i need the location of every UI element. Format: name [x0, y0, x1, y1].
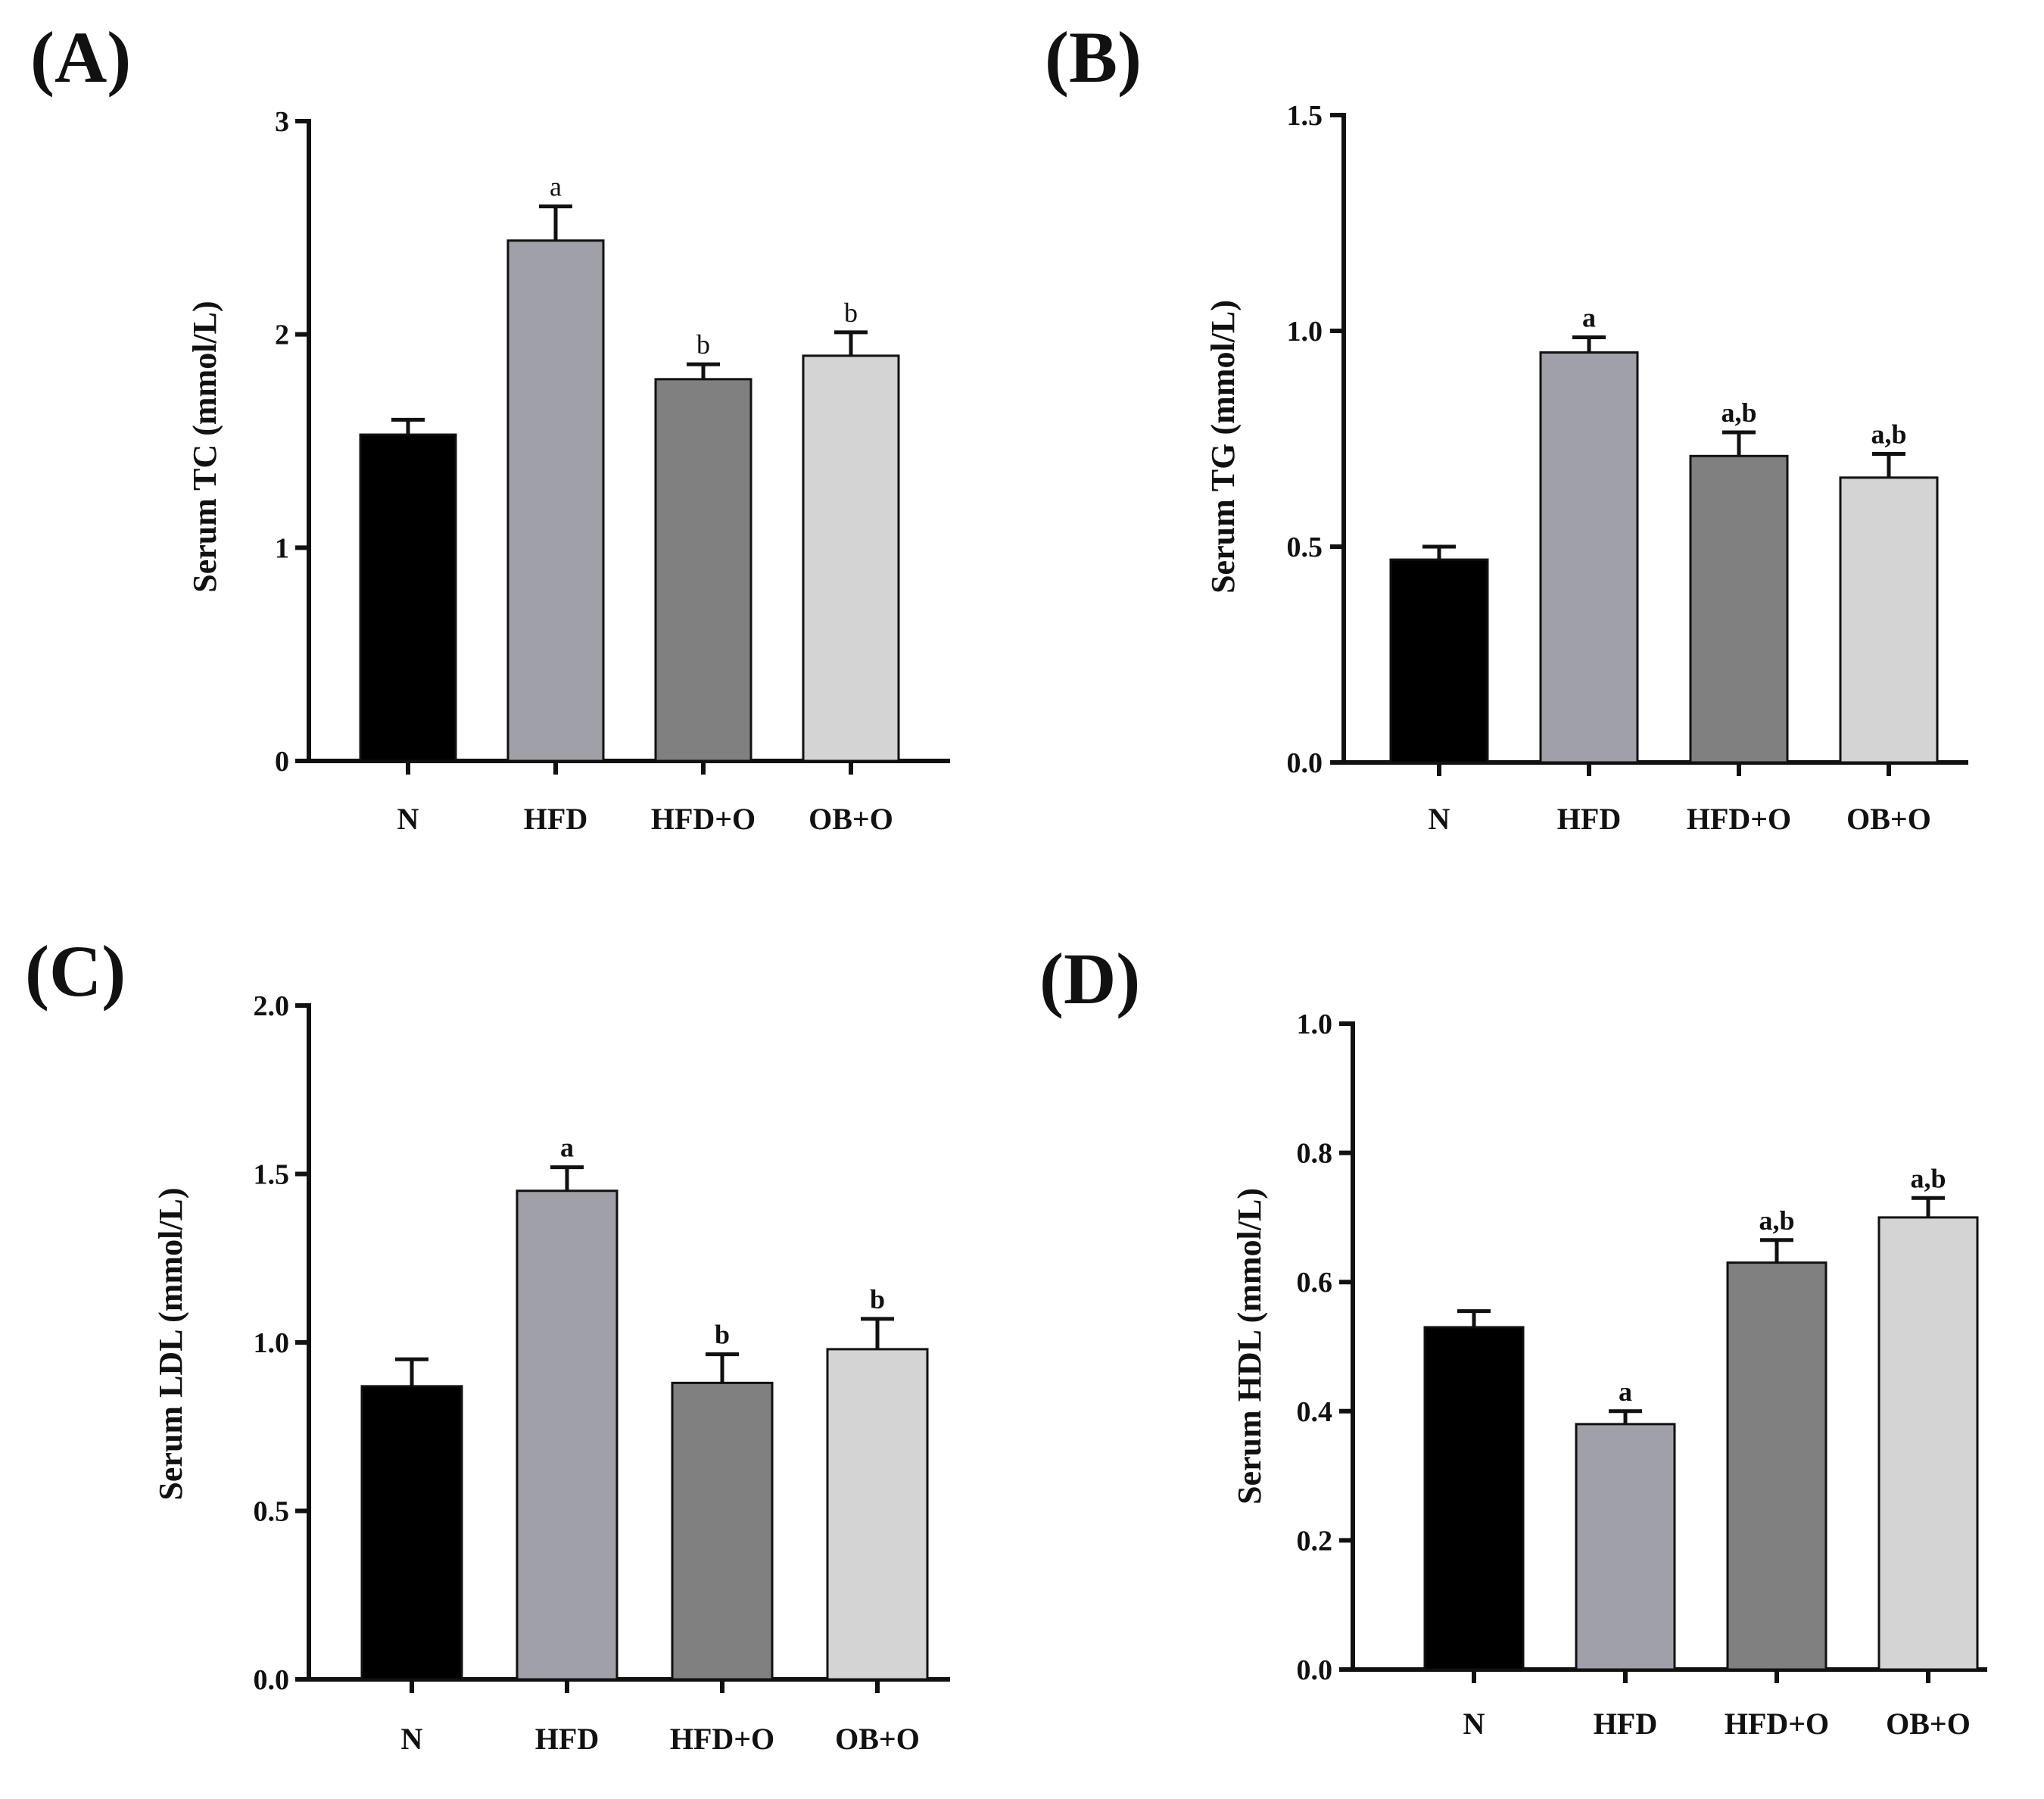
y-tick-label: 1.0 [1287, 316, 1323, 348]
bar [359, 433, 457, 762]
panel-a: (A) Serum TC (mmol/L) 0 1 2 3 N HFD a HFD+O b OB+O b [30, 17, 950, 836]
y-tick-label: 0.6 [1297, 1267, 1333, 1299]
category-label: HFD+O [670, 1722, 774, 1756]
panel-letter: (C) [25, 931, 126, 1012]
y-tick-label: 3 [275, 106, 289, 138]
significance-label: b [844, 298, 858, 328]
y-axis-label: Serum TG (mmol/L) [1204, 300, 1242, 594]
bar [1839, 476, 1939, 764]
significance-label: a [1582, 303, 1596, 333]
significance-label: a,b [1721, 398, 1756, 428]
bar [1877, 1216, 1979, 1671]
significance-label: a [560, 1133, 574, 1163]
category-label: HFD [1594, 1707, 1657, 1741]
significance-label: a [1619, 1377, 1632, 1407]
category-label: OB+O [809, 802, 893, 836]
y-tick-label: 1.0 [1297, 1009, 1333, 1040]
significance-label: b [696, 329, 710, 360]
panel-letter: (D) [1039, 938, 1140, 1019]
y-axis-label: Serum TC (mmol/L) [186, 301, 223, 592]
bar [826, 1348, 929, 1681]
bar [654, 378, 752, 762]
y-tick-label: 1.5 [254, 1159, 290, 1191]
bar [1423, 1326, 1525, 1671]
y-tick-label: 0.5 [1287, 532, 1323, 563]
bar [1726, 1261, 1827, 1671]
y-tick-label: 0.0 [1287, 747, 1323, 779]
y-axis-label: Serum HDL (mmol/L) [1231, 1188, 1268, 1504]
y-tick-label: 2.0 [254, 990, 290, 1022]
bar [671, 1381, 774, 1681]
category-label: HFD [524, 802, 587, 836]
y-tick-label: 0.8 [1297, 1138, 1333, 1170]
category-label: HFD [1557, 802, 1621, 836]
bar [1389, 558, 1489, 764]
category-label: N [1429, 802, 1450, 836]
significance-label: a [550, 172, 562, 202]
y-tick-label: 2 [275, 320, 289, 351]
category-label: HFD+O [1725, 1707, 1829, 1741]
significance-label: b [870, 1284, 885, 1314]
category-label: OB+O [835, 1722, 920, 1756]
significance-label: b [715, 1320, 730, 1350]
y-tick-label: 0.4 [1297, 1396, 1333, 1428]
y-tick-label: 0.5 [254, 1496, 290, 1528]
y-tick-label: 1.5 [1287, 100, 1323, 132]
panel-d: (D) Serum HDL (mmol/L) 0.0 0.2 0.4 0.6 0.8 1.0 N… [1039, 938, 1987, 1741]
bar [516, 1189, 618, 1681]
bar [1539, 351, 1639, 764]
significance-label: a,b [1871, 419, 1906, 449]
y-tick-label: 1 [275, 532, 289, 564]
category-label: OB+O [1886, 1707, 1971, 1741]
bar [506, 239, 605, 762]
bar [802, 354, 900, 762]
panel-letter: (B) [1045, 17, 1142, 98]
y-tick-label: 0.0 [254, 1664, 290, 1696]
y-tick-label: 0.2 [1297, 1525, 1333, 1557]
panel-b: (B) Serum TG (mmol/L) 0.0 0.5 1.0 1.5 N HFD a HFD… [1045, 17, 1968, 836]
y-tick-label: 0.0 [1297, 1654, 1333, 1686]
panel-letter: (A) [30, 17, 131, 98]
y-tick-label: 1.0 [254, 1327, 290, 1359]
bar [360, 1385, 463, 1681]
category-label: N [397, 802, 419, 836]
category-label: HFD+O [651, 802, 756, 836]
significance-label: a,b [1759, 1205, 1794, 1236]
significance-label: a,b [1910, 1163, 1946, 1193]
bar [1575, 1423, 1676, 1671]
panel-c: (C) Serum LDL (mmol/L) 0.0 0.5 1.0 1.5 2.0 N HFD… [25, 931, 950, 1756]
category-label: HFD [535, 1722, 599, 1756]
bar [1689, 454, 1789, 764]
category-label: HFD+O [1687, 802, 1791, 836]
y-axis-label: Serum LDL (mmol/L) [152, 1187, 189, 1500]
category-label: N [1463, 1707, 1485, 1741]
y-tick-label: 0 [275, 746, 289, 778]
category-label: N [401, 1722, 423, 1756]
category-label: OB+O [1846, 802, 1931, 836]
